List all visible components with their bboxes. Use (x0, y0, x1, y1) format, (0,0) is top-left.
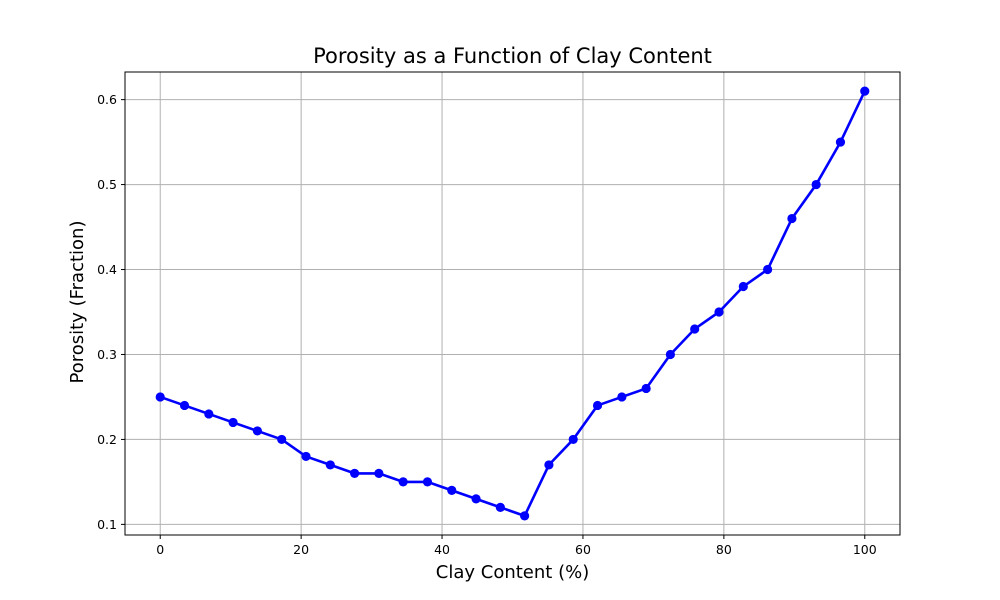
data-point (155, 392, 165, 402)
data-point (544, 460, 554, 470)
data-point (301, 451, 311, 462)
y-axis-title: Porosity (Fraction) (67, 221, 88, 384)
y-tick-label: 0.1 (97, 517, 117, 532)
series-group (155, 86, 870, 521)
data-point (835, 137, 846, 147)
data-point (495, 502, 505, 512)
x-tick-label: 60 (575, 542, 591, 557)
x-tick-label: 40 (434, 542, 450, 557)
data-point (641, 383, 651, 394)
data-point (617, 392, 627, 402)
y-tick-label: 0.4 (97, 262, 117, 277)
data-point (277, 434, 287, 445)
data-point (422, 477, 433, 487)
gridlines (125, 72, 900, 535)
data-point (690, 324, 700, 334)
data-point (811, 179, 821, 190)
data-point (763, 264, 773, 275)
data-point (398, 477, 408, 487)
data-point (179, 400, 190, 411)
chart-title: Porosity as a Function of Clay Content (313, 44, 712, 68)
data-point (325, 460, 335, 470)
data-point (350, 468, 360, 479)
data-point (568, 434, 578, 445)
data-point (787, 213, 797, 224)
y-tick-label: 0.5 (97, 177, 117, 192)
x-axis-title: Clay Content (%) (436, 562, 589, 583)
data-point (204, 409, 214, 419)
data-point (228, 417, 238, 428)
y-tick-label: 0.3 (97, 347, 117, 362)
y-axis-ticks: 0.1 0.2 0.3 0.4 0.5 0.6 (97, 92, 125, 532)
x-tick-label: 20 (293, 542, 309, 557)
y-tick-label: 0.6 (97, 92, 117, 107)
data-point (374, 468, 384, 479)
data-point (447, 485, 457, 495)
data-point (714, 307, 724, 317)
data-point (860, 86, 870, 96)
data-point (520, 511, 530, 521)
x-tick-label: 80 (716, 542, 732, 557)
x-tick-label: 100 (853, 542, 877, 557)
y-tick-label: 0.2 (97, 432, 117, 447)
series-line (159, 90, 866, 518)
data-point (471, 494, 481, 504)
data-point (665, 349, 675, 360)
data-point (252, 426, 262, 436)
x-tick-label: 0 (156, 542, 164, 557)
data-point (738, 281, 748, 292)
data-point (592, 400, 603, 411)
x-axis-ticks: 0 20 40 60 80 100 (156, 535, 877, 557)
plot-area-frame (124, 71, 901, 536)
